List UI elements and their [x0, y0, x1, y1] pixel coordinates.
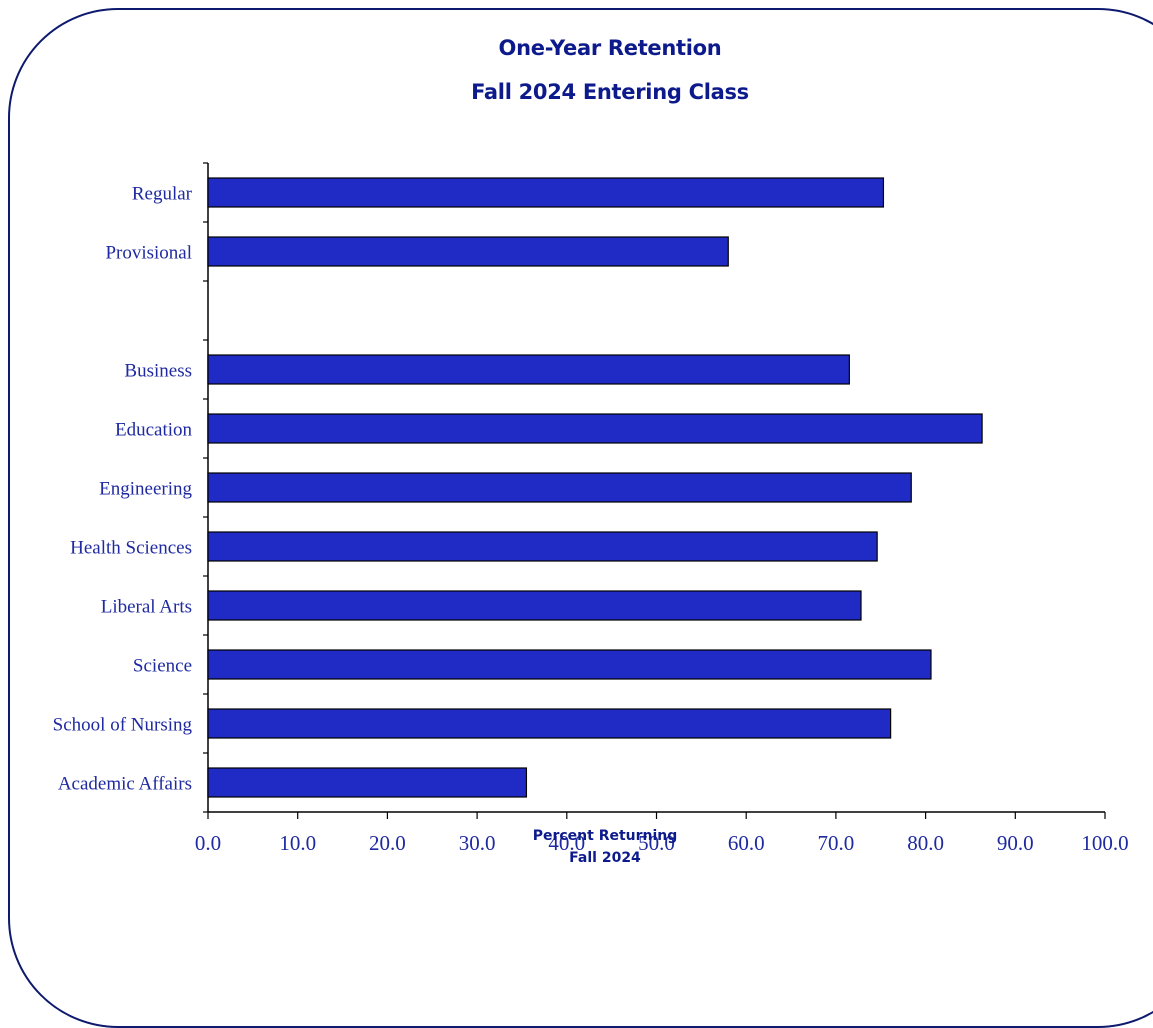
x-tick-label: 60.0 [728, 831, 765, 855]
bar-chart: Regular Provisional Business Education Engin… [53, 162, 1129, 855]
bar-academic-affairs [207, 767, 528, 798]
x-axis-title: Percent Returning [532, 828, 678, 844]
category-label: Engineering [99, 479, 192, 500]
category-label: Science [133, 656, 192, 677]
x-axis-subtitle: Fall 2024 [569, 850, 641, 866]
bar-science [207, 649, 932, 680]
x-tick-label: 10.0 [279, 831, 316, 855]
x-tick-label: 20.0 [369, 831, 406, 855]
x-tick-label: 50.0 [638, 831, 675, 855]
category-label: Regular [132, 184, 193, 205]
bar-engineering [207, 472, 912, 503]
category-label: Health Sciences [70, 538, 192, 559]
x-tick-label: 80.0 [907, 831, 944, 855]
x-tick-label: 100.0 [1081, 831, 1128, 855]
chart-title: One-Year Retention [498, 36, 722, 60]
category-label: Academic Affairs [58, 774, 192, 795]
x-tick-label: 30.0 [459, 831, 496, 855]
category-label: Business [124, 361, 192, 382]
bar-school-of-nursing [207, 708, 892, 739]
x-tick-label: 40.0 [548, 831, 585, 855]
category-label: Provisional [105, 243, 192, 264]
category-label: Education [115, 420, 193, 441]
bar-business [207, 354, 850, 385]
chart-subtitle: Fall 2024 Entering Class [471, 80, 749, 104]
category-label: Liberal Arts [101, 597, 192, 618]
x-tick-label: 70.0 [818, 831, 855, 855]
bar-provisional [207, 236, 729, 267]
bar-education [207, 413, 983, 444]
bar-liberal-arts [207, 590, 862, 621]
bar-regular [207, 177, 885, 208]
bar-health-sciences [207, 531, 878, 562]
category-label: School of Nursing [53, 715, 193, 736]
x-tick-label: 90.0 [997, 831, 1034, 855]
x-tick-label: 0.0 [195, 831, 221, 855]
